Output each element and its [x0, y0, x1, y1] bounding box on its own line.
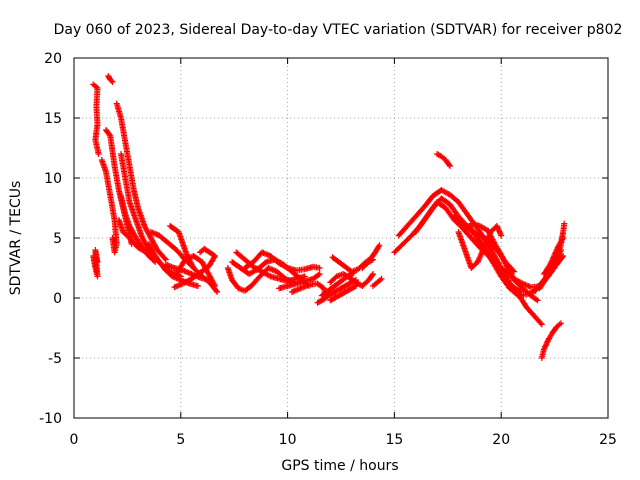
- data-segment: [276, 271, 323, 292]
- data-segment: [329, 242, 383, 275]
- data-point-markers: [105, 73, 116, 85]
- x-tick-label: 25: [599, 432, 617, 448]
- grid-lines: [74, 58, 608, 418]
- data-point-markers: [329, 242, 383, 275]
- data-point-markers: [276, 271, 323, 292]
- data-point-markers: [434, 151, 453, 169]
- data-segment: [468, 220, 541, 304]
- data-point-markers: [538, 320, 565, 361]
- y-tick-label: 5: [53, 231, 62, 247]
- data-point-markers: [327, 271, 377, 289]
- y-tick-label: 10: [44, 171, 62, 187]
- data-point-markers: [115, 217, 150, 256]
- data-point-markers: [171, 245, 218, 291]
- data-segment: [327, 271, 377, 289]
- x-tick-label: 15: [385, 432, 403, 448]
- data-point-markers: [327, 283, 359, 304]
- data-segment: [540, 235, 567, 277]
- data-segment: [434, 151, 453, 169]
- data-point-markers: [90, 247, 101, 280]
- data-segment: [90, 247, 101, 280]
- data-point-markers: [370, 275, 385, 289]
- data-segment: [105, 73, 116, 85]
- y-axis-label: SDTVAR / TECUs: [8, 181, 24, 296]
- data-segment: [113, 100, 169, 263]
- data-segment: [538, 320, 565, 361]
- data-segment: [224, 265, 298, 294]
- x-tick-label: 10: [279, 432, 297, 448]
- data-segment: [171, 245, 218, 291]
- data-segment: [370, 275, 385, 289]
- x-tick-label: 5: [176, 432, 185, 448]
- chart-title: Day 060 of 2023, Sidereal Day-to-day VTE…: [54, 22, 623, 38]
- x-axis-label: GPS time / hours: [281, 458, 398, 474]
- data-point-markers: [466, 223, 524, 295]
- y-tick-labels: -10 -5 0 5 10 15 20: [39, 51, 62, 427]
- data-point-markers: [90, 81, 102, 157]
- data-segment: [241, 249, 323, 274]
- data-point-markers: [468, 220, 541, 304]
- data-point-markers: [540, 235, 567, 277]
- y-tick-label: 0: [53, 291, 62, 307]
- data-segment: [90, 81, 102, 157]
- y-tick-label: 15: [44, 111, 62, 127]
- x-tick-label: 0: [70, 432, 79, 448]
- data-segment: [466, 223, 524, 295]
- data-segment: [98, 157, 120, 256]
- data-point-markers: [113, 100, 169, 263]
- y-tick-label: -5: [48, 351, 62, 367]
- data-segment: [327, 283, 359, 304]
- y-tick-label: -10: [39, 411, 62, 427]
- axis-ticks: [73, 57, 609, 419]
- data-segment: [359, 256, 377, 271]
- data-point-markers: [224, 265, 298, 294]
- data-point-markers: [359, 256, 377, 271]
- data-points: [90, 73, 568, 361]
- data-point-markers: [98, 157, 120, 256]
- data-segment: [115, 217, 150, 256]
- x-tick-labels: 0 5 10 15 20 25: [70, 432, 617, 448]
- y-tick-label: 20: [44, 51, 62, 67]
- x-tick-label: 20: [492, 432, 510, 448]
- data-point-markers: [241, 249, 323, 274]
